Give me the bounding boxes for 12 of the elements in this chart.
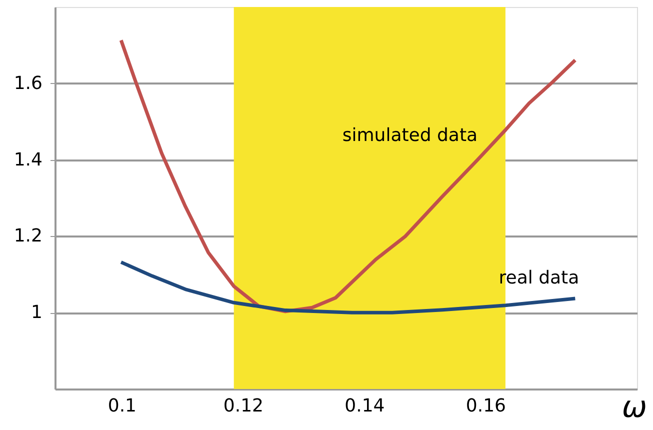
series-label: simulated data — [342, 124, 478, 146]
y-tick-label: 1.4 — [14, 149, 42, 170]
y-tick-label: 1 — [31, 302, 42, 324]
line-series — [119, 38, 577, 314]
x-axis-title: ω — [622, 390, 647, 425]
x-tick-label: 0.12 — [223, 396, 264, 416]
x-tick-label: 0.14 — [344, 396, 385, 416]
y-tick-label: 1.2 — [14, 226, 42, 247]
line-series — [119, 260, 577, 314]
x-tick-label: 0.1 — [108, 396, 137, 416]
x-tick-label: 0.16 — [466, 396, 506, 416]
y-tick-label: 1.6 — [14, 72, 42, 94]
